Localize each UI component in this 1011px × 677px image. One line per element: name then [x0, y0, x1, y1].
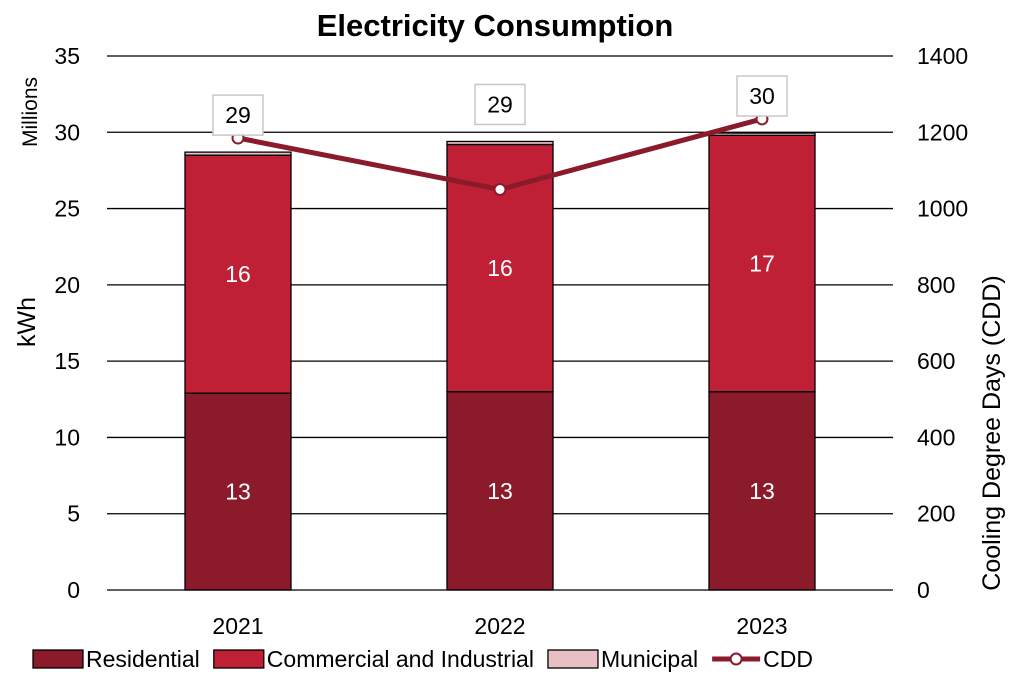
- legend-swatch: [547, 649, 599, 669]
- bar-segment: [184, 392, 292, 591]
- left-tick-label: 15: [54, 348, 80, 374]
- legend-label: CDD: [763, 646, 813, 672]
- left-axis-label: kWh: [13, 297, 41, 347]
- bar-labels: 13 16 13 16 13 17 29 29 30: [212, 75, 788, 505]
- cdd-marker: [493, 183, 507, 196]
- bar-segment: [446, 140, 554, 146]
- left-tick-label: 10: [54, 424, 80, 450]
- left-tick-label: 5: [67, 501, 80, 527]
- right-tick-label: 400: [917, 424, 955, 450]
- legend-marker: [729, 652, 743, 666]
- segment-value-label: 13: [749, 478, 775, 504]
- segment-value-label: 13: [225, 479, 251, 505]
- segment-value-label: 16: [487, 255, 513, 281]
- right-tick-label: 800: [917, 272, 955, 298]
- segment-value-label: 13: [487, 478, 513, 504]
- left-tick-label: 25: [54, 196, 80, 222]
- bar-segment: [708, 134, 816, 393]
- bar-segment: [708, 132, 816, 136]
- stacked-bars: [184, 132, 816, 591]
- bar-segment: [446, 391, 554, 591]
- left-tick-label: 35: [54, 43, 80, 69]
- legend-swatch: [213, 649, 265, 669]
- total-value-label: 30: [749, 83, 775, 109]
- legend-label: Commercial and Industrial: [267, 646, 534, 672]
- bar-segment: [184, 151, 292, 156]
- left-tick-label: 30: [54, 119, 80, 145]
- x-axis-ticks: 2021 2022 2023: [212, 613, 787, 639]
- right-axis-label: Cooling Degree Days (CDD): [978, 275, 1006, 590]
- legend: Residential Commercial and Industrial Muni…: [32, 646, 813, 672]
- segment-value-label: 17: [749, 250, 775, 276]
- bar-segment: [184, 154, 292, 394]
- right-axis-ticks: 0 200 400 600 800 1000 1200 1400: [917, 43, 968, 603]
- right-tick-label: 200: [917, 501, 955, 527]
- cdd-line: [231, 112, 769, 196]
- segment-value-label: 16: [225, 261, 251, 287]
- left-axis-units: Millions: [19, 77, 42, 147]
- legend-label: Residential: [86, 646, 200, 672]
- total-label-box: [736, 75, 788, 117]
- x-tick-label: 2022: [474, 613, 525, 639]
- total-value-label: 29: [487, 91, 513, 117]
- legend-label: Municipal: [601, 646, 698, 672]
- chart-title: Electricity Consumption: [317, 8, 674, 43]
- right-tick-label: 600: [917, 348, 955, 374]
- right-tick-label: 0: [917, 577, 930, 603]
- right-tick-label: 1400: [917, 43, 968, 69]
- left-tick-label: 20: [54, 272, 80, 298]
- total-label-box: [474, 83, 526, 126]
- x-tick-label: 2021: [212, 613, 263, 639]
- left-axis-ticks: 0 5 10 15 20 25 30 35: [54, 43, 80, 603]
- total-label-box: [212, 94, 264, 136]
- right-tick-label: 1200: [917, 119, 968, 145]
- total-value-label: 29: [225, 102, 251, 128]
- bar-segment: [446, 143, 554, 393]
- bar-segment: [708, 391, 816, 591]
- x-tick-label: 2023: [736, 613, 787, 639]
- right-tick-label: 1000: [917, 196, 968, 222]
- legend-swatch: [32, 649, 84, 669]
- left-tick-label: 0: [67, 577, 80, 603]
